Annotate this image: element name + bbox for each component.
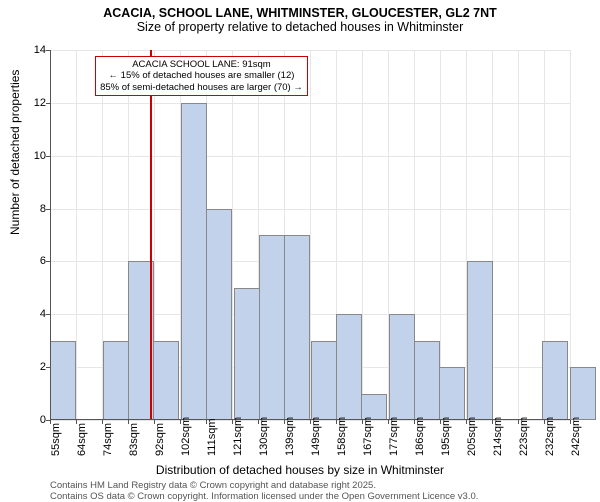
histogram-bar — [389, 314, 415, 420]
x-tick-mark — [76, 420, 77, 424]
x-tick-mark — [414, 420, 415, 424]
histogram-bar — [50, 341, 76, 420]
x-tick-mark — [50, 420, 51, 424]
histogram-bar — [542, 341, 568, 420]
y-axis-line — [50, 50, 51, 420]
x-tick-mark — [518, 420, 519, 424]
histogram-bar — [284, 235, 310, 420]
y-axis-label: Number of detached properties — [8, 70, 22, 235]
histogram-bar — [181, 103, 207, 420]
y-tick-mark — [46, 50, 50, 51]
x-tick-mark — [154, 420, 155, 424]
bars-group — [50, 50, 570, 420]
x-tick-mark — [284, 420, 285, 424]
x-tick-mark — [310, 420, 311, 424]
y-tick-label: 12 — [34, 97, 46, 109]
y-tick-label: 10 — [34, 150, 46, 162]
x-tick-label: 167sqm — [362, 426, 374, 456]
x-tick-mark — [128, 420, 129, 424]
x-tick-mark — [388, 420, 389, 424]
x-axis-label: Distribution of detached houses by size … — [0, 463, 600, 477]
x-tick-label: 205sqm — [466, 426, 478, 456]
histogram-chart: ACACIA, SCHOOL LANE, WHITMINSTER, GLOUCE… — [0, 0, 600, 500]
x-tick-mark — [466, 420, 467, 424]
histogram-bar — [336, 314, 362, 420]
x-tick-mark — [570, 420, 571, 424]
histogram-bar — [311, 341, 337, 420]
x-tick-mark — [492, 420, 493, 424]
y-tick-mark — [46, 367, 50, 368]
x-tick-mark — [362, 420, 363, 424]
y-tick-mark — [46, 261, 50, 262]
x-tick-mark — [336, 420, 337, 424]
x-tick-mark — [258, 420, 259, 424]
histogram-bar — [414, 341, 440, 420]
annotation-line3: 85% of semi-detached houses are larger (… — [100, 82, 303, 93]
chart-title-sub: Size of property relative to detached ho… — [0, 20, 600, 34]
y-tick-label: 14 — [34, 44, 46, 56]
x-tick-label: 223sqm — [518, 426, 530, 456]
x-tick-mark — [544, 420, 545, 424]
x-tick-label: 111sqm — [206, 426, 218, 456]
x-tick-mark — [180, 420, 181, 424]
annotation-line1: ACACIA SCHOOL LANE: 91sqm — [100, 59, 303, 70]
y-tick-mark — [46, 156, 50, 157]
histogram-bar — [570, 367, 596, 420]
x-tick-mark — [232, 420, 233, 424]
annotation-line2: ← 15% of detached houses are smaller (12… — [100, 70, 303, 81]
histogram-bar — [467, 261, 493, 420]
x-tick-label: 177sqm — [388, 426, 400, 456]
x-tick-label: 149sqm — [310, 426, 322, 456]
histogram-bar — [234, 288, 260, 420]
title-block: ACACIA, SCHOOL LANE, WHITMINSTER, GLOUCE… — [0, 0, 600, 34]
histogram-bar — [103, 341, 129, 420]
x-tick-label: 92sqm — [154, 426, 166, 456]
x-tick-label: 130sqm — [258, 426, 270, 456]
x-tick-mark — [102, 420, 103, 424]
x-tick-label: 121sqm — [232, 426, 244, 456]
y-tick-mark — [46, 103, 50, 104]
x-tick-label: 102sqm — [180, 426, 192, 456]
reference-line — [150, 50, 152, 420]
chart-title-main: ACACIA, SCHOOL LANE, WHITMINSTER, GLOUCE… — [0, 6, 600, 20]
plot-area: ACACIA SCHOOL LANE: 91sqm ← 15% of detac… — [50, 50, 570, 420]
y-tick-mark — [46, 314, 50, 315]
histogram-bar — [206, 209, 232, 420]
x-tick-label: 139sqm — [284, 426, 296, 456]
x-tick-label: 186sqm — [414, 426, 426, 456]
footer-line-2: Contains OS data © Crown copyright. Info… — [50, 491, 478, 502]
x-tick-label: 195sqm — [440, 426, 452, 456]
x-tick-label: 214sqm — [492, 426, 504, 456]
annotation-box: ACACIA SCHOOL LANE: 91sqm ← 15% of detac… — [95, 56, 308, 96]
histogram-bar — [439, 367, 465, 420]
x-tick-mark — [440, 420, 441, 424]
histogram-bar — [153, 341, 179, 420]
y-tick-mark — [46, 209, 50, 210]
x-tick-label: 242sqm — [570, 426, 582, 456]
x-tick-label: 64sqm — [76, 426, 88, 456]
x-tick-label: 74sqm — [102, 426, 114, 456]
footer-line-1: Contains HM Land Registry data © Crown c… — [50, 480, 376, 491]
x-tick-label: 232sqm — [544, 426, 556, 456]
histogram-bar — [259, 235, 285, 420]
x-tick-label: 55sqm — [50, 426, 62, 456]
x-tick-label: 158sqm — [336, 426, 348, 456]
x-tick-mark — [206, 420, 207, 424]
grid-v — [570, 50, 571, 420]
x-tick-label: 83sqm — [128, 426, 140, 456]
